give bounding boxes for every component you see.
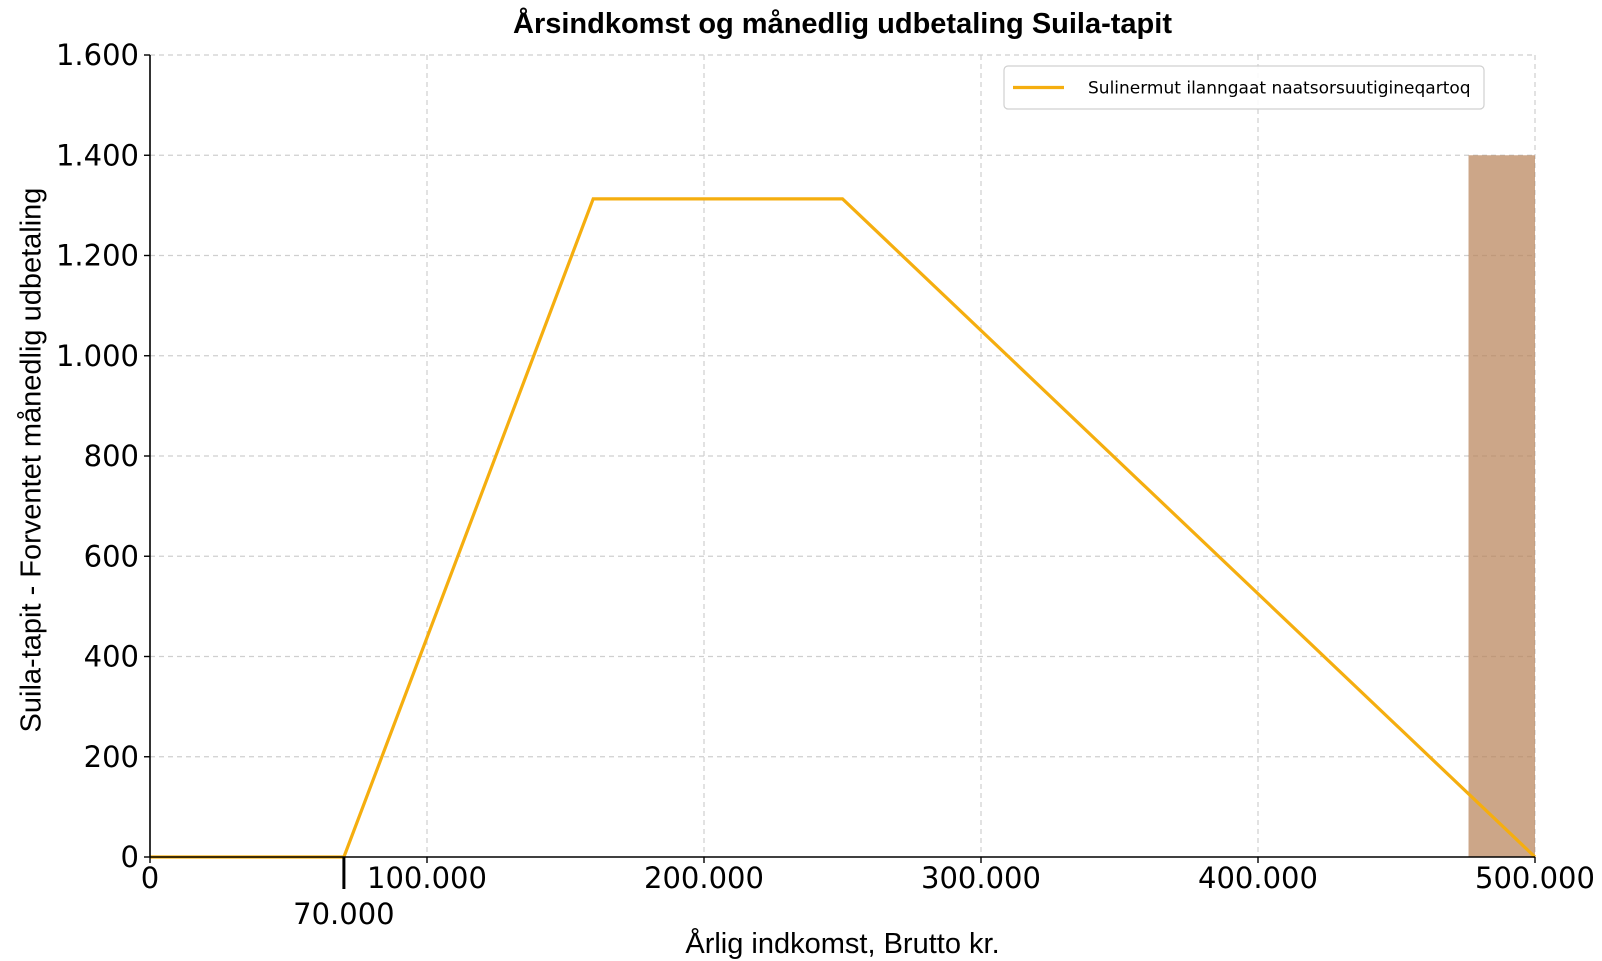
x-tick-label: 100.000 bbox=[367, 861, 487, 895]
x-tick-label: 500.000 bbox=[1475, 861, 1595, 895]
x-tick-label: 400.000 bbox=[1198, 861, 1318, 895]
series-line bbox=[150, 197, 1537, 859]
y-tick-label: 0 bbox=[121, 840, 139, 874]
tick-labels: 0 100.000 200.000 300.000 400.000 500.000 0 200… bbox=[56, 38, 1595, 931]
annotation-label: 70.000 bbox=[293, 897, 394, 931]
y-tick-label: 1.200 bbox=[56, 239, 139, 273]
grid-lines bbox=[150, 54, 1536, 857]
series-layer bbox=[150, 197, 1537, 859]
legend: Sulinermut ilanngaat naatsorsuutigineqar… bbox=[1003, 65, 1485, 110]
y-tick-label: 1.600 bbox=[56, 38, 139, 72]
y-tick-label: 400 bbox=[84, 640, 139, 674]
shaded-region-bar bbox=[1468, 155, 1535, 857]
shaded-region-layer bbox=[1468, 155, 1535, 857]
x-axis-label: Årlig indkomst, Brutto kr. bbox=[685, 928, 1000, 960]
axes bbox=[144, 54, 1536, 889]
y-tick-label: 200 bbox=[84, 740, 139, 774]
y-tick-label: 600 bbox=[84, 539, 139, 573]
legend-box bbox=[1003, 65, 1485, 110]
chart-title: Årsindkomst og månedlig udbetaling Suila… bbox=[513, 8, 1172, 40]
y-tick-label: 1.000 bbox=[56, 339, 139, 373]
y-tick-label: 1.400 bbox=[56, 138, 139, 172]
x-tick-label: 300.000 bbox=[921, 861, 1041, 895]
legend-entry-label: Sulinermut ilanngaat naatsorsuutigineqar… bbox=[1088, 79, 1471, 99]
x-tick-label: 0 bbox=[141, 861, 159, 895]
y-tick-label: 800 bbox=[84, 439, 139, 473]
x-tick-label: 200.000 bbox=[644, 861, 764, 895]
